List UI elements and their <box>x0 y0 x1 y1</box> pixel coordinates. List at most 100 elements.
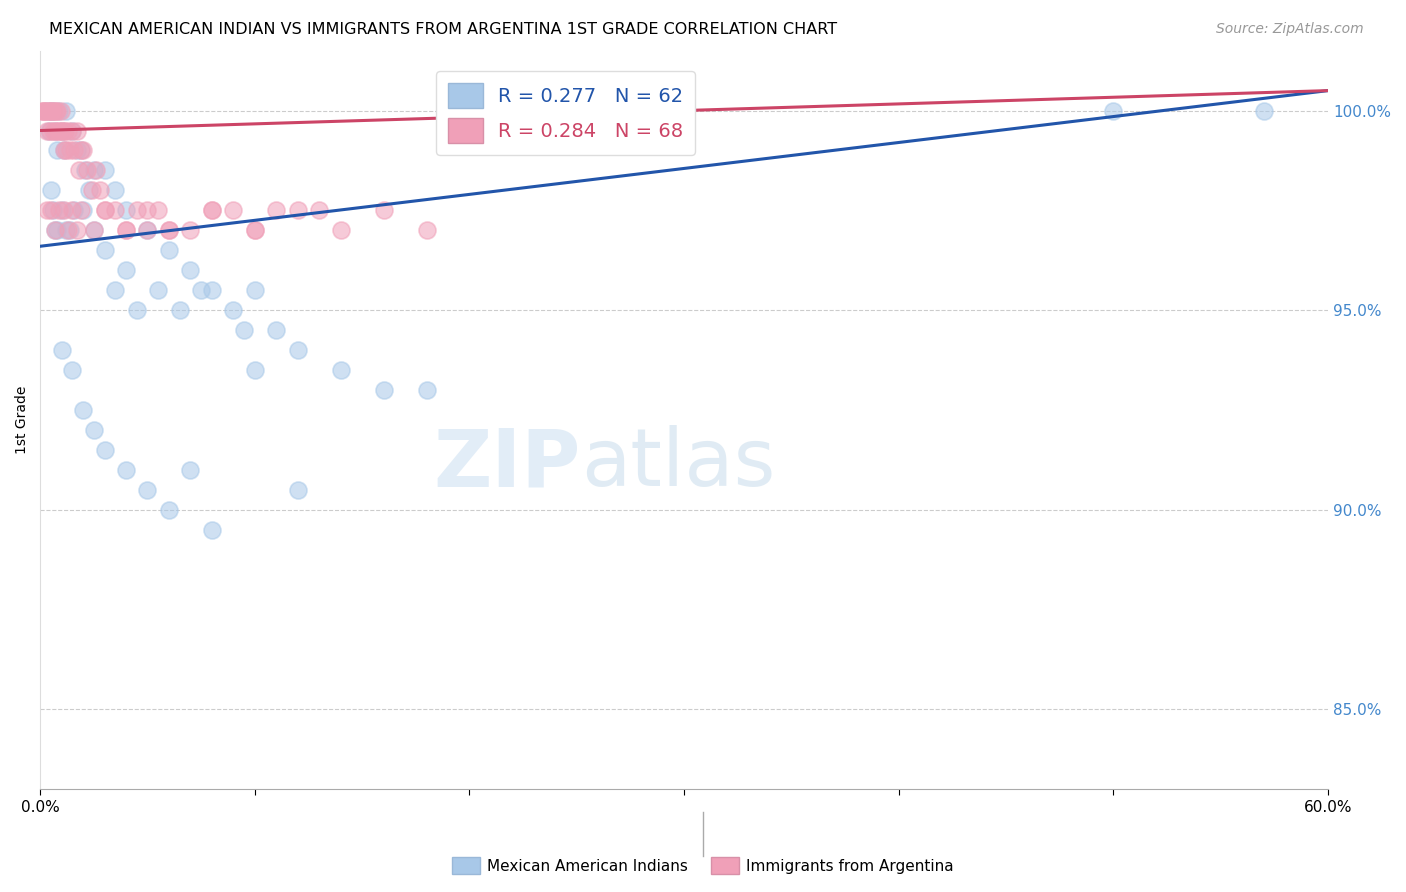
Point <box>75 163 97 178</box>
Point <box>115 263 138 277</box>
Point <box>93 203 115 218</box>
Y-axis label: 1st Grade: 1st Grade <box>15 385 30 454</box>
Point <box>38 103 60 118</box>
Point <box>48 123 70 137</box>
Point <box>51 123 73 137</box>
Point <box>52 144 75 158</box>
Point <box>39 183 62 197</box>
Point <box>70 203 93 218</box>
Point <box>264 323 287 337</box>
Point <box>136 223 159 237</box>
Point <box>45 103 67 118</box>
Point <box>63 203 86 218</box>
Point <box>35 123 58 137</box>
Point <box>44 223 66 237</box>
Point <box>56 223 79 237</box>
Point <box>70 144 93 158</box>
Point <box>84 163 107 178</box>
Point <box>56 123 79 137</box>
Point <box>157 223 180 237</box>
Point <box>169 303 191 318</box>
Point <box>125 203 148 218</box>
Point <box>93 163 115 178</box>
Point <box>157 223 180 237</box>
Point <box>287 343 309 357</box>
Point <box>1253 103 1275 118</box>
Point <box>104 203 127 218</box>
Point <box>35 103 58 118</box>
Point <box>42 123 65 137</box>
Point <box>52 144 75 158</box>
Point <box>35 203 58 218</box>
Point <box>55 223 77 237</box>
Point <box>60 203 83 218</box>
Point <box>115 223 138 237</box>
Point <box>157 244 180 258</box>
Text: ZIP: ZIP <box>434 425 581 503</box>
Point <box>83 163 105 178</box>
Point <box>44 123 66 137</box>
Point <box>70 144 93 158</box>
Point <box>38 123 60 137</box>
Text: MEXICAN AMERICAN INDIAN VS IMMIGRANTS FROM ARGENTINA 1ST GRADE CORRELATION CHART: MEXICAN AMERICAN INDIAN VS IMMIGRANTS FR… <box>49 22 838 37</box>
Point <box>148 283 170 297</box>
Point <box>65 144 87 158</box>
Point <box>222 303 245 318</box>
Point <box>72 403 94 417</box>
Point <box>39 203 62 218</box>
Point <box>373 383 395 397</box>
Point <box>60 363 83 377</box>
Point <box>79 183 101 197</box>
Point <box>39 103 62 118</box>
Point <box>60 123 83 137</box>
Point <box>329 363 352 377</box>
Point <box>41 103 63 118</box>
Point <box>287 483 309 497</box>
Point <box>55 103 77 118</box>
Point <box>80 183 103 197</box>
Point <box>52 203 75 218</box>
Point <box>53 123 76 137</box>
Point <box>60 123 83 137</box>
Point <box>46 103 69 118</box>
Point <box>233 323 256 337</box>
Point <box>51 123 73 137</box>
Point <box>55 144 77 158</box>
Point <box>83 223 105 237</box>
Point <box>190 283 212 297</box>
Point <box>49 103 72 118</box>
Text: Source: ZipAtlas.com: Source: ZipAtlas.com <box>1216 22 1364 37</box>
Point <box>125 303 148 318</box>
Point <box>1102 103 1125 118</box>
Legend: R = 0.277   N = 62, R = 0.284   N = 68: R = 0.277 N = 62, R = 0.284 N = 68 <box>436 71 695 154</box>
Point <box>243 283 266 297</box>
Point <box>48 123 70 137</box>
Point <box>48 103 70 118</box>
Point <box>59 223 82 237</box>
Point <box>329 223 352 237</box>
Point <box>93 442 115 457</box>
Point <box>415 383 437 397</box>
Point <box>104 283 127 297</box>
Point <box>222 203 245 218</box>
Point <box>42 203 65 218</box>
Point <box>83 423 105 437</box>
Text: atlas: atlas <box>581 425 776 503</box>
Point <box>243 223 266 237</box>
Point <box>72 144 94 158</box>
Point <box>148 203 170 218</box>
Point <box>308 203 330 218</box>
Point <box>34 103 56 118</box>
Point <box>44 123 66 137</box>
Point <box>34 103 56 118</box>
Point <box>63 144 86 158</box>
Point <box>42 103 65 118</box>
Point <box>38 123 60 137</box>
Point <box>31 103 53 118</box>
Point <box>201 283 224 297</box>
Point <box>115 463 138 477</box>
Point <box>37 103 59 118</box>
Point <box>42 103 65 118</box>
Point <box>179 223 201 237</box>
Point <box>65 123 87 137</box>
